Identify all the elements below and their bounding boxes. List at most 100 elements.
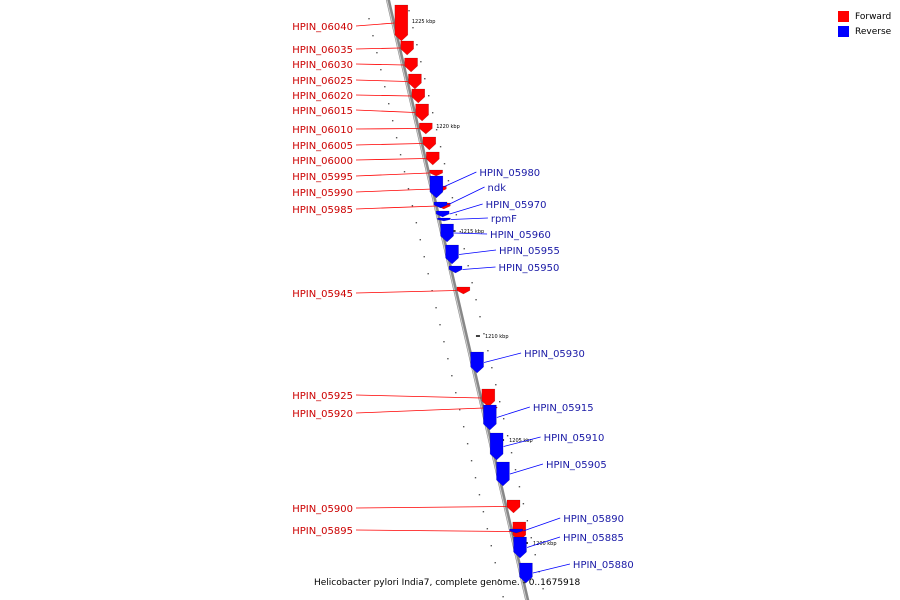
forward-gene-label: HPIN_05995 — [292, 172, 353, 183]
forward-gene-block — [506, 499, 521, 514]
forward-gene-leader — [355, 128, 419, 130]
reverse-gene-block — [433, 201, 448, 209]
genome-backbone-highlight — [386, 0, 527, 600]
scale-dot — [479, 316, 481, 318]
scale-dot — [427, 273, 429, 275]
reverse-gene-label: rpmF — [491, 214, 517, 225]
forward-gene-label: HPIN_05945 — [292, 289, 353, 300]
scale-dot — [534, 554, 536, 556]
forward-gene-label: HPIN_05990 — [292, 188, 353, 199]
reverse-gene-block — [519, 562, 533, 584]
scale-dot — [443, 341, 445, 343]
reverse-gene-block — [448, 265, 463, 274]
reverse-gene-block — [440, 223, 454, 243]
reverse-gene-block — [429, 175, 444, 199]
scale-dot — [411, 205, 414, 207]
tick-label: 1220 kbp — [436, 124, 460, 130]
scale-dot — [419, 239, 421, 241]
scale-dot — [542, 588, 544, 590]
reverse-gene-leader — [503, 436, 541, 447]
scale-dot — [455, 392, 457, 394]
scale-dot — [466, 443, 469, 445]
forward-gene-block — [422, 136, 437, 151]
reverse-gene-leader — [532, 563, 571, 574]
reverse-gene-block — [437, 217, 451, 222]
forward-gene-label: HPIN_06025 — [292, 76, 353, 87]
reverse-gene-label: HPIN_05950 — [499, 263, 560, 274]
scale-dot — [416, 44, 418, 46]
forward-gene-leader — [355, 188, 433, 193]
scale-dot — [372, 35, 374, 37]
scale-dot — [403, 171, 406, 173]
forward-gene-block — [481, 388, 496, 408]
scale-dot — [368, 18, 370, 20]
reverse-gene-block — [435, 210, 450, 218]
scale-dot — [471, 282, 473, 284]
reverse-gene-leader — [449, 203, 483, 215]
forward-gene-leader — [355, 94, 412, 97]
reverse-gene-leader — [509, 463, 544, 475]
reverse-gene-leader — [443, 171, 477, 188]
reverse-gene-block — [445, 244, 459, 265]
scale-dot — [435, 129, 438, 131]
tick-label: 1210 kbp — [485, 334, 509, 340]
scale-dot — [431, 290, 433, 292]
genome-caption: Helicobacter pylori India7, complete gen… — [314, 578, 581, 588]
reverse-gene-block — [496, 461, 510, 487]
reverse-gene-block — [470, 351, 484, 374]
reverse-gene-label: HPIN_05980 — [479, 168, 540, 179]
forward-gene-leader — [355, 205, 437, 210]
forward-gene-leader — [355, 529, 513, 532]
reverse-gene-label: HPIN_05955 — [499, 246, 560, 257]
forward-gene-label: HPIN_05900 — [292, 504, 353, 515]
forward-gene-leader — [355, 158, 426, 161]
scale-dot — [475, 299, 477, 301]
forward-gene-block — [411, 88, 426, 104]
forward-gene-leader — [355, 22, 395, 27]
tick-label: 1215 kbp — [461, 229, 485, 235]
scale-dot — [412, 27, 414, 29]
reverse-gene-leader — [523, 517, 561, 532]
forward-gene-label: HPIN_05985 — [292, 205, 353, 216]
tick-label: 1225 kbp — [412, 19, 436, 25]
reverse-gene-label: HPIN_05930 — [524, 349, 585, 360]
forward-swatch — [838, 11, 849, 22]
scale-dot — [399, 154, 402, 156]
scale-dot — [530, 537, 532, 539]
scale-dot — [428, 95, 430, 97]
scale-dot — [522, 503, 525, 505]
forward-gene-leader — [355, 143, 423, 146]
forward-gene-leader — [355, 506, 507, 509]
scale-dot — [424, 78, 426, 80]
scale-dot — [439, 146, 442, 148]
tick-label: 1200 kbp — [533, 541, 557, 547]
legend-item-reverse: Reverse — [838, 24, 891, 39]
scale-dot — [395, 137, 398, 139]
reverse-gene-leader — [484, 352, 522, 363]
scale-dot — [408, 10, 410, 12]
scale-dot — [491, 367, 493, 369]
scale-dot — [407, 188, 410, 190]
scale-dot — [494, 562, 496, 564]
scale-dot — [490, 545, 492, 547]
forward-gene-block — [408, 73, 422, 90]
reverse-gene-label: HPIN_05970 — [486, 200, 547, 211]
reverse-gene-leader — [458, 249, 497, 255]
forward-gene-block — [415, 103, 429, 122]
forward-gene-label: HPIN_06020 — [292, 91, 353, 102]
forward-gene-block — [429, 169, 443, 177]
scale-dot — [388, 103, 390, 105]
forward-gene-label: HPIN_05925 — [292, 391, 353, 402]
scale-dot — [474, 477, 477, 479]
reverse-gene-leader — [496, 406, 530, 418]
reverse-gene-label: HPIN_05885 — [563, 533, 624, 544]
forward-gene-block — [426, 151, 440, 166]
forward-gene-label: HPIN_05920 — [292, 409, 353, 420]
scale-dot — [487, 350, 489, 352]
scale-dot — [380, 69, 382, 71]
forward-gene-block — [394, 4, 409, 42]
genome-backbone — [385, 0, 530, 600]
legend: Forward Reverse — [838, 9, 891, 39]
reverse-gene-block — [489, 432, 504, 461]
